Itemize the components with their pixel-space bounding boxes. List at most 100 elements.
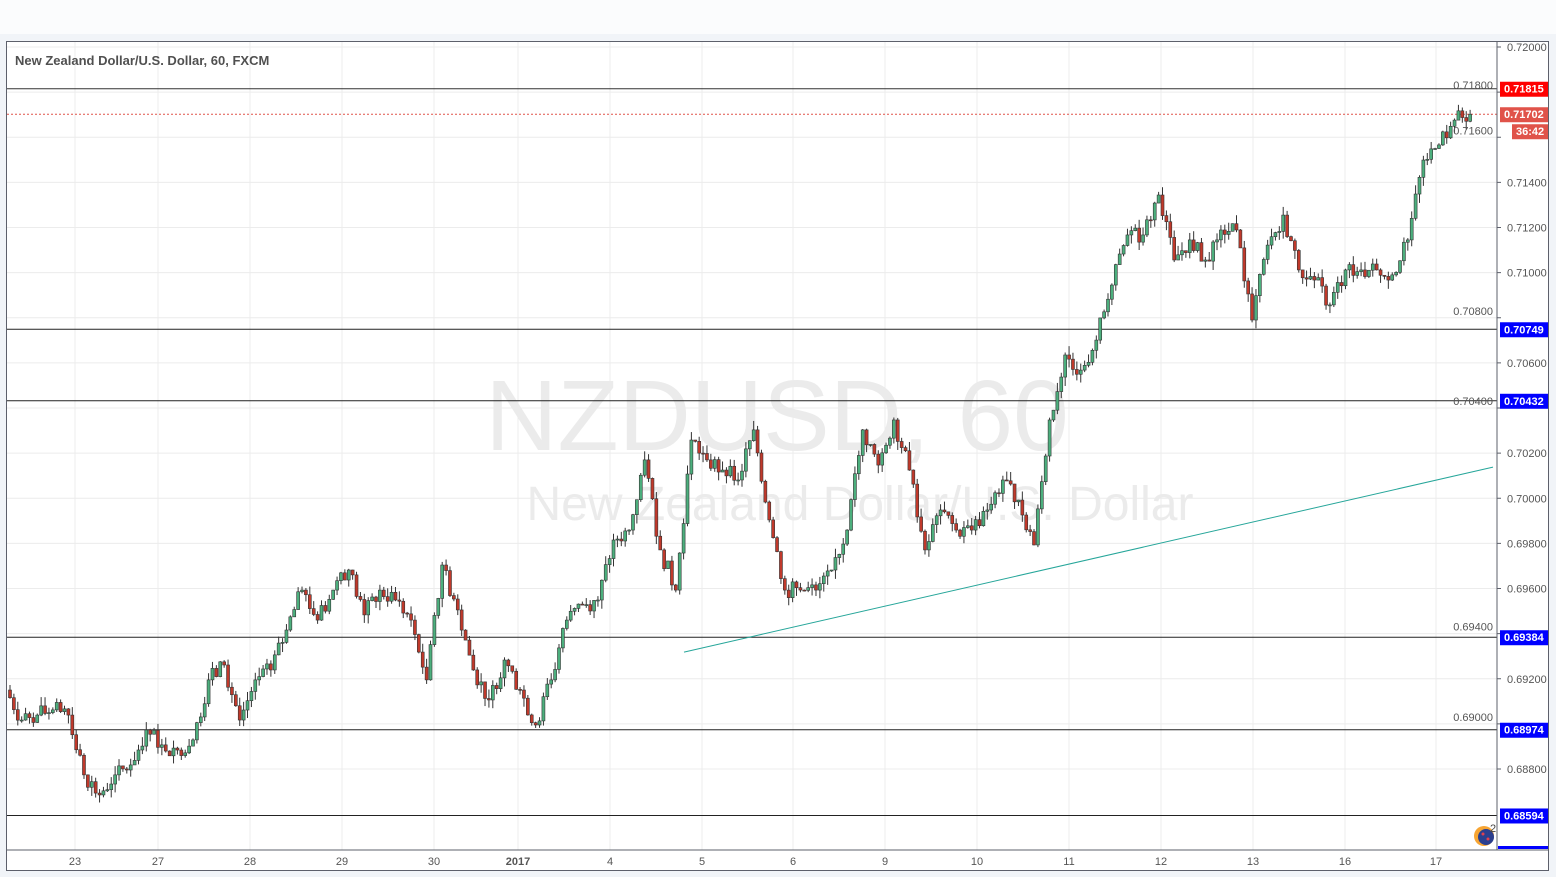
candle-body	[697, 441, 701, 454]
candle-body	[1429, 148, 1433, 160]
candle-body	[899, 441, 904, 448]
candle-body	[156, 729, 160, 748]
y-tick-label: 0.70400	[1453, 396, 1493, 408]
candle-body	[1339, 282, 1344, 287]
candle-body	[1390, 274, 1395, 281]
candle-body	[475, 669, 480, 686]
candle-body	[522, 689, 526, 699]
countdown-label: 36:42	[1516, 126, 1544, 138]
candle-body	[790, 581, 795, 598]
candle-body	[1406, 239, 1410, 243]
candle-body	[1269, 236, 1274, 246]
candle-body	[716, 459, 721, 473]
candle-body	[479, 681, 483, 686]
candle-body	[296, 591, 300, 610]
candle-body	[471, 654, 476, 671]
candle-body	[195, 722, 199, 741]
candle-body	[385, 596, 390, 602]
candle-body	[23, 713, 28, 721]
candle-body	[506, 659, 511, 667]
candle-body	[202, 703, 207, 718]
candle-body	[12, 697, 16, 710]
candle-body	[1067, 354, 1071, 360]
candle-body	[740, 470, 744, 481]
candle-body	[1386, 276, 1391, 281]
candle-body	[518, 689, 522, 691]
candle-body	[989, 503, 993, 511]
candle-body	[751, 429, 756, 441]
candle-body	[1417, 176, 1422, 195]
candle-body	[1265, 244, 1270, 260]
candle-body	[1359, 269, 1363, 272]
nz-flag-icon[interactable]	[1474, 826, 1494, 846]
candle-body	[1137, 227, 1141, 243]
x-tick-label: 13	[1247, 856, 1259, 868]
candle-body	[105, 789, 110, 792]
candle-body	[884, 444, 888, 454]
candle-body	[689, 439, 694, 475]
x-tick-label: 30	[428, 856, 440, 868]
candle-body	[144, 729, 149, 747]
candle-body	[638, 474, 643, 500]
candle-body	[1098, 317, 1103, 341]
candle-body	[631, 514, 635, 531]
candle-body	[572, 608, 577, 612]
time-axis[interactable]: 23 27 28 29 30 2017 4 5 6 9 10 11 12 13 16 17	[69, 856, 1442, 868]
x-tick-label: 5	[699, 856, 705, 868]
candle-body	[245, 700, 250, 711]
candle-body	[829, 569, 834, 572]
candle-body	[66, 708, 71, 716]
candle-body	[895, 419, 900, 442]
candle-body	[615, 538, 620, 541]
candle-body	[1413, 193, 1418, 219]
candle-body	[191, 739, 195, 747]
candle-body	[424, 666, 429, 681]
candle-body	[1207, 259, 1212, 262]
candle-body	[927, 541, 931, 551]
candle-body	[1433, 148, 1437, 150]
candle-body	[1382, 274, 1387, 277]
candle-body	[234, 694, 238, 707]
candle-body	[1121, 245, 1126, 255]
candle-body	[818, 583, 822, 591]
candle-body	[1335, 282, 1340, 293]
candle-body	[1047, 419, 1052, 457]
candle-body	[1230, 223, 1235, 232]
candle-body	[728, 465, 733, 477]
candle-body	[779, 551, 783, 579]
candle-body	[1110, 284, 1114, 300]
candle-body	[132, 760, 137, 766]
candle-body	[553, 669, 557, 681]
candle-body	[880, 452, 884, 466]
candle-body	[611, 539, 616, 559]
candle-body	[966, 525, 970, 528]
grid	[7, 42, 1497, 850]
candle-body	[810, 584, 814, 588]
candle-body	[771, 519, 775, 538]
candle-body	[35, 714, 40, 723]
candle-body	[70, 714, 75, 736]
candle-body	[775, 537, 779, 552]
candle-body	[311, 608, 316, 615]
candle-body	[350, 569, 355, 576]
candle-body	[903, 447, 908, 452]
candle-body	[47, 712, 51, 714]
y-tick-label: 0.69400	[1453, 622, 1493, 634]
candle-body	[576, 603, 581, 609]
candle-body	[623, 530, 627, 542]
candle-body	[732, 465, 737, 481]
candle-body	[128, 764, 133, 771]
price-axis[interactable]: 0.68800 0.69000 0.69200 0.69400 0.69600 0.698…	[1453, 42, 1547, 776]
candle-body	[1028, 529, 1032, 532]
candle-body	[198, 716, 203, 723]
horizontal-level-label: 0.70432	[1504, 396, 1544, 408]
candle-body	[397, 599, 402, 602]
candle-body	[568, 610, 573, 621]
candle-body	[592, 600, 596, 612]
candle-body	[1187, 239, 1192, 253]
candle-body	[378, 589, 382, 602]
candle-body	[257, 676, 261, 681]
trendline[interactable]	[683, 466, 1494, 653]
candle-body	[1176, 254, 1180, 261]
